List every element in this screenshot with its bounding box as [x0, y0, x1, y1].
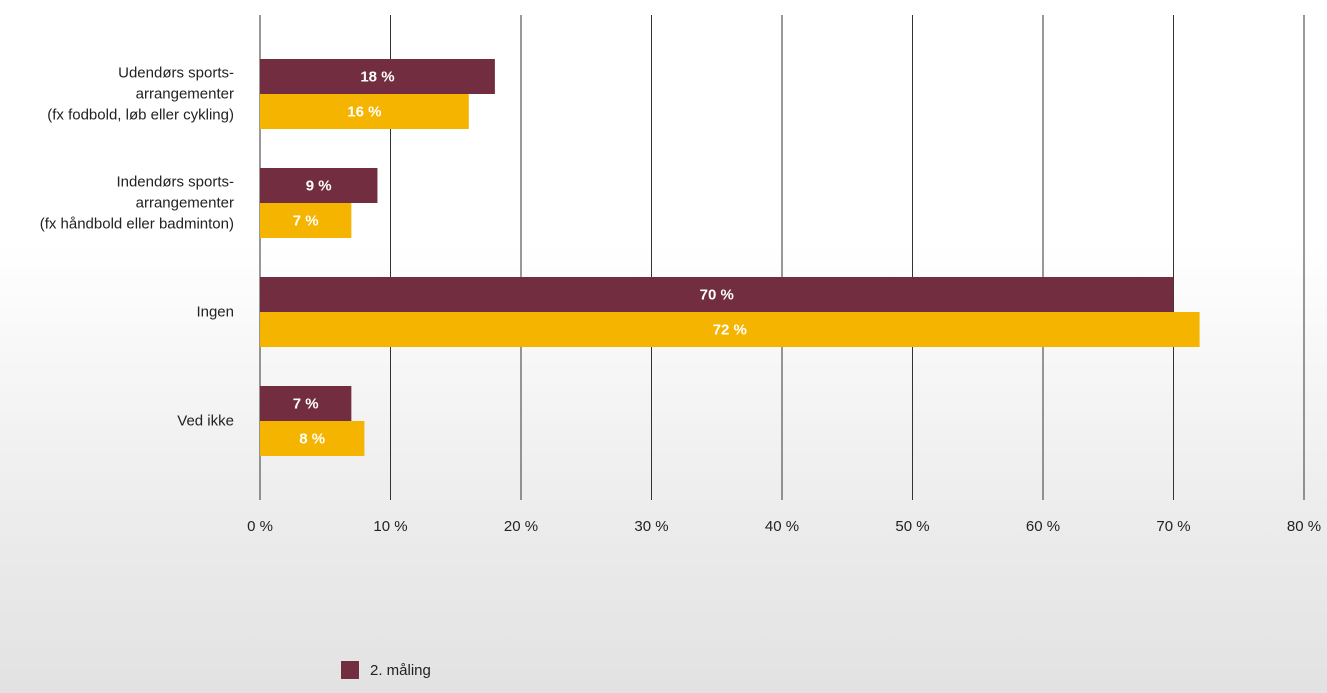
x-tick-label: 20 % — [504, 518, 538, 535]
x-tick-label: 80 % — [1287, 518, 1321, 535]
bar — [260, 168, 378, 203]
x-tick-label: 60 % — [1026, 518, 1060, 535]
value-label: 72 % — [713, 321, 747, 338]
bar — [260, 277, 1174, 312]
bar — [260, 421, 365, 456]
y-tick-label: Ingen — [196, 303, 234, 321]
y-tick-label: Indendørs sports- arrangementer (fx hånd… — [39, 173, 234, 233]
value-label: 8 % — [299, 430, 325, 447]
x-tick-label: 10 % — [373, 518, 407, 535]
value-label: 18 % — [360, 68, 394, 85]
x-tick-label: 40 % — [765, 518, 799, 535]
y-tick-label: Udendørs sports- arrangementer (fx fodbo… — [47, 64, 234, 124]
y-tick-label: Ved ikke — [177, 412, 234, 430]
value-label: 16 % — [347, 103, 381, 120]
value-label: 7 % — [293, 395, 319, 412]
x-tick-label: 0 % — [247, 518, 273, 535]
bar — [260, 94, 469, 129]
value-label: 9 % — [306, 177, 332, 194]
legend-swatch — [341, 661, 359, 679]
legend-label: 2. måling — [370, 662, 431, 679]
bar — [260, 386, 352, 421]
value-label: 70 % — [700, 286, 734, 303]
x-tick-label: 50 % — [895, 518, 929, 535]
value-label: 7 % — [293, 212, 319, 229]
bar — [260, 203, 352, 238]
bar — [260, 312, 1200, 347]
x-tick-label: 70 % — [1156, 518, 1190, 535]
bar — [260, 59, 495, 94]
x-tick-label: 30 % — [634, 518, 668, 535]
